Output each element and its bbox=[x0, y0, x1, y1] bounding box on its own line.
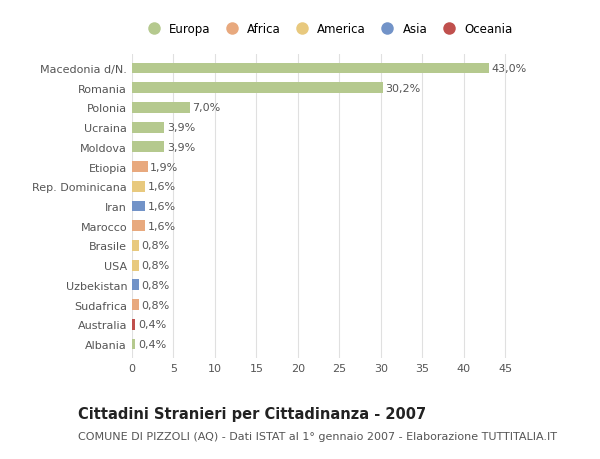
Bar bbox=[132, 201, 145, 212]
Bar bbox=[132, 300, 139, 310]
Bar bbox=[132, 103, 190, 113]
Text: 0,8%: 0,8% bbox=[141, 280, 169, 290]
Text: 0,4%: 0,4% bbox=[138, 339, 166, 349]
Bar bbox=[132, 123, 164, 133]
Text: 1,6%: 1,6% bbox=[148, 182, 176, 192]
Text: 43,0%: 43,0% bbox=[491, 64, 527, 74]
Text: 30,2%: 30,2% bbox=[385, 84, 421, 94]
Legend: Europa, Africa, America, Asia, Oceania: Europa, Africa, America, Asia, Oceania bbox=[137, 18, 517, 41]
Bar bbox=[132, 339, 136, 350]
Bar bbox=[132, 181, 145, 192]
Text: 0,8%: 0,8% bbox=[141, 300, 169, 310]
Text: 0,4%: 0,4% bbox=[138, 319, 166, 330]
Bar bbox=[132, 260, 139, 271]
Bar bbox=[132, 83, 383, 94]
Text: Cittadini Stranieri per Cittadinanza - 2007: Cittadini Stranieri per Cittadinanza - 2… bbox=[78, 406, 426, 421]
Text: 7,0%: 7,0% bbox=[193, 103, 221, 113]
Text: 0,8%: 0,8% bbox=[141, 261, 169, 270]
Text: 3,9%: 3,9% bbox=[167, 123, 195, 133]
Bar bbox=[132, 280, 139, 291]
Text: COMUNE DI PIZZOLI (AQ) - Dati ISTAT al 1° gennaio 2007 - Elaborazione TUTTITALIA: COMUNE DI PIZZOLI (AQ) - Dati ISTAT al 1… bbox=[78, 431, 557, 442]
Bar bbox=[132, 142, 164, 153]
Text: 3,9%: 3,9% bbox=[167, 143, 195, 152]
Text: 1,9%: 1,9% bbox=[150, 162, 179, 172]
Text: 1,6%: 1,6% bbox=[148, 202, 176, 212]
Text: 0,8%: 0,8% bbox=[141, 241, 169, 251]
Bar bbox=[132, 162, 148, 173]
Bar bbox=[132, 319, 136, 330]
Bar bbox=[132, 63, 489, 74]
Bar bbox=[132, 221, 145, 232]
Text: 1,6%: 1,6% bbox=[148, 221, 176, 231]
Bar bbox=[132, 241, 139, 251]
